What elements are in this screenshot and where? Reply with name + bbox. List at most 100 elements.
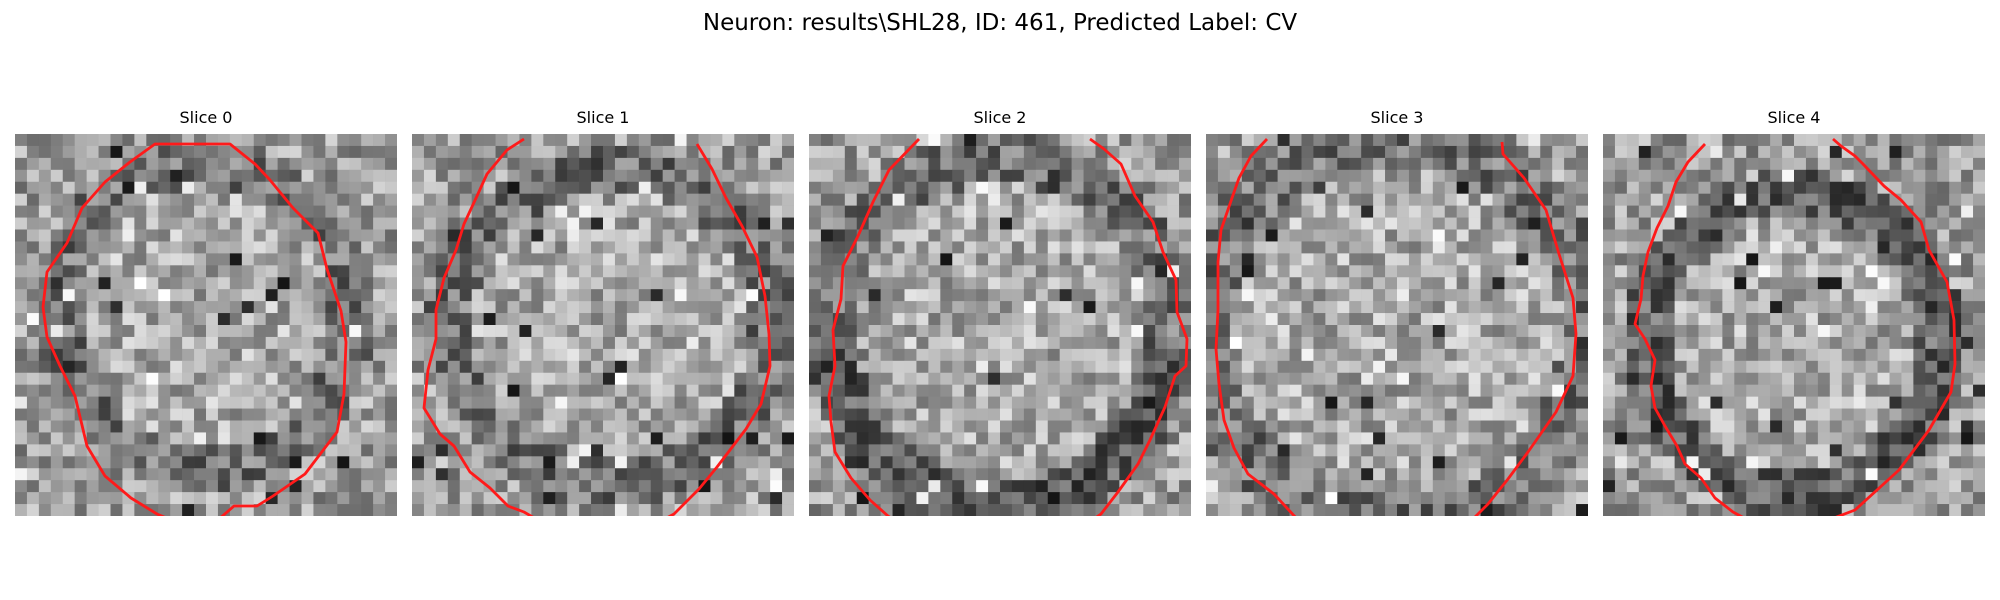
slice-pixel <box>722 360 735 374</box>
slice-pixel <box>265 480 278 493</box>
slice-image-frame-1 <box>412 134 794 516</box>
slice-pixel <box>916 169 929 183</box>
slice-pixel <box>277 217 290 230</box>
slice-pixel <box>698 336 711 350</box>
slice-pixel <box>1480 134 1493 147</box>
slice-pixel <box>206 253 219 266</box>
slice-pixel <box>531 456 544 469</box>
slice-pixel <box>158 444 171 457</box>
slice-pixel <box>1686 372 1699 385</box>
slice-pixel <box>483 265 496 278</box>
slice-pixel <box>385 336 397 350</box>
slice-pixel <box>1313 348 1326 362</box>
slice-pixel <box>194 157 207 171</box>
slice-pixel <box>1901 384 1914 397</box>
slice-pixel <box>1770 360 1783 374</box>
slice-pixel <box>964 492 977 505</box>
slice-pixel <box>435 169 449 183</box>
slice-pixel <box>385 313 397 326</box>
slice-pixel <box>1504 325 1517 338</box>
slice-pixel <box>662 145 675 159</box>
slice-pixel <box>122 480 135 493</box>
slice-pixel <box>555 396 568 409</box>
slice-pixel <box>15 241 28 254</box>
slice-pixel <box>603 169 616 183</box>
slice-pixel <box>940 301 953 314</box>
slice-pixel <box>1131 229 1144 242</box>
slice-pixel <box>1758 384 1771 397</box>
slice-image-frame-4 <box>1603 134 1985 516</box>
slice-pixel <box>988 217 1001 230</box>
slice-pixel <box>1023 301 1037 314</box>
slice-pixel <box>265 253 278 266</box>
slice-pixel <box>567 468 580 481</box>
slice-pixel <box>820 277 834 290</box>
slice-pixel <box>650 241 663 254</box>
slice-pixel <box>1095 420 1108 433</box>
slice-pixel <box>447 277 461 290</box>
slice-pixel <box>892 229 905 242</box>
slice-pixel <box>1408 325 1422 338</box>
slice-pixel <box>110 301 123 314</box>
slice-pixel <box>1217 157 1231 171</box>
slice-pixel <box>1000 253 1013 266</box>
slice-pixel <box>1023 420 1037 433</box>
slice-pixel <box>325 408 338 421</box>
slice-pixel <box>940 336 953 350</box>
slice-pixel <box>146 456 159 469</box>
slice-pixel <box>1722 372 1735 385</box>
slice-pixel <box>1373 444 1386 457</box>
slice-pixel <box>134 253 147 266</box>
slice-pixel <box>1277 408 1290 421</box>
slice-pixel <box>591 432 604 445</box>
slice-pixel <box>650 134 663 147</box>
slice-pixel <box>579 277 592 290</box>
slice-pixel <box>734 277 747 290</box>
slice-pixel <box>1444 157 1457 171</box>
slice-pixel <box>1480 456 1493 469</box>
slice-pixel <box>579 289 592 302</box>
slice-pixel <box>423 325 437 338</box>
slice-pixel <box>447 325 461 338</box>
slice-pixel <box>662 205 675 218</box>
slice-pixel <box>1805 277 1819 290</box>
slice-pixel <box>1349 325 1362 338</box>
slice-pixel <box>1349 420 1362 433</box>
slice-pixel <box>722 504 735 516</box>
slice-pixel <box>1782 301 1795 314</box>
slice-pixel <box>809 456 822 469</box>
slice-pixel <box>1217 181 1231 194</box>
slice-pixel <box>1408 241 1422 254</box>
slice-pixel <box>1603 408 1616 421</box>
slice-pixel <box>1456 157 1469 171</box>
slice-pixel <box>1805 253 1819 266</box>
slice-pixel <box>1095 360 1108 374</box>
slice-pixel <box>976 157 989 171</box>
slice-pixel <box>1937 360 1950 374</box>
slice-pixel <box>1925 348 1938 362</box>
slice-pixel <box>1397 336 1410 350</box>
slice-pixel <box>1143 253 1156 266</box>
slice-title-3: Slice 3 <box>1370 108 1424 127</box>
slice-pixel <box>603 420 616 433</box>
slice-pixel <box>1083 169 1096 183</box>
slice-pixel <box>1674 408 1687 421</box>
slice-pixel <box>15 289 28 302</box>
slice-pixel <box>856 384 869 397</box>
slice-pixel <box>626 325 640 338</box>
slice-pixel <box>1794 134 1807 147</box>
slice-pixel <box>1540 301 1553 314</box>
slice-pixel <box>856 325 869 338</box>
slice-pixel <box>1961 336 1974 350</box>
slice-pixel <box>1011 468 1025 481</box>
slice-pixel <box>782 384 794 397</box>
slice-pixel <box>519 504 532 516</box>
slice-pixel <box>471 504 484 516</box>
slice-pixel <box>1468 360 1481 374</box>
slice-pixel <box>507 205 520 218</box>
slice-pixel <box>62 193 75 206</box>
slice-pixel <box>591 253 604 266</box>
slice-pixel <box>1650 420 1663 433</box>
slice-pixel <box>1397 492 1410 505</box>
slice-pixel <box>1277 384 1290 397</box>
